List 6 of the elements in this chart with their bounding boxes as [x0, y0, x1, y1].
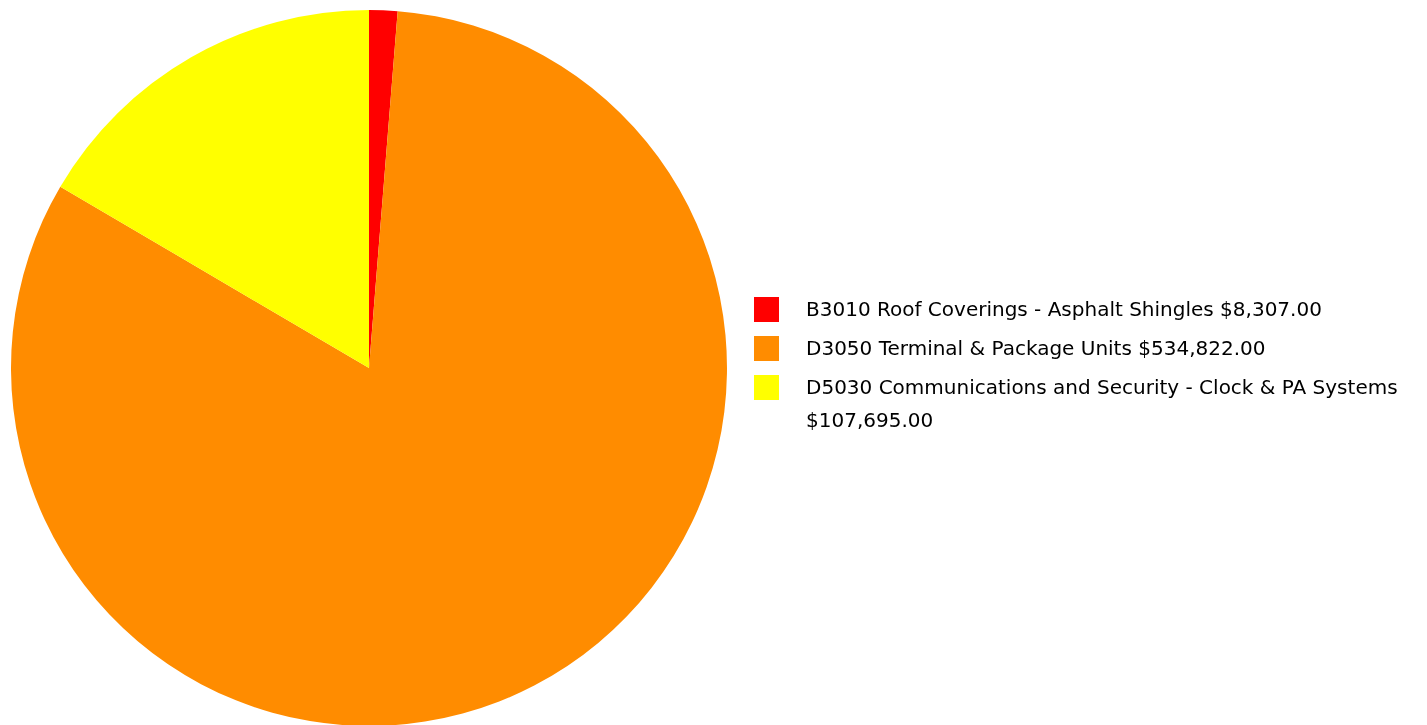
data-label: $107,695.00: [806, 408, 934, 432]
legend-label: D5030 Communications and Security - Clock & PA Systems: [806, 375, 1398, 399]
legend-label: D3050 Terminal & Package Units $534,822.00: [806, 336, 1266, 360]
pie-slice: [60, 10, 369, 368]
legend-label: B3010 Roof Coverings - Asphalt Shingles $8,307.00: [806, 297, 1322, 321]
pie-slice: [11, 11, 727, 725]
